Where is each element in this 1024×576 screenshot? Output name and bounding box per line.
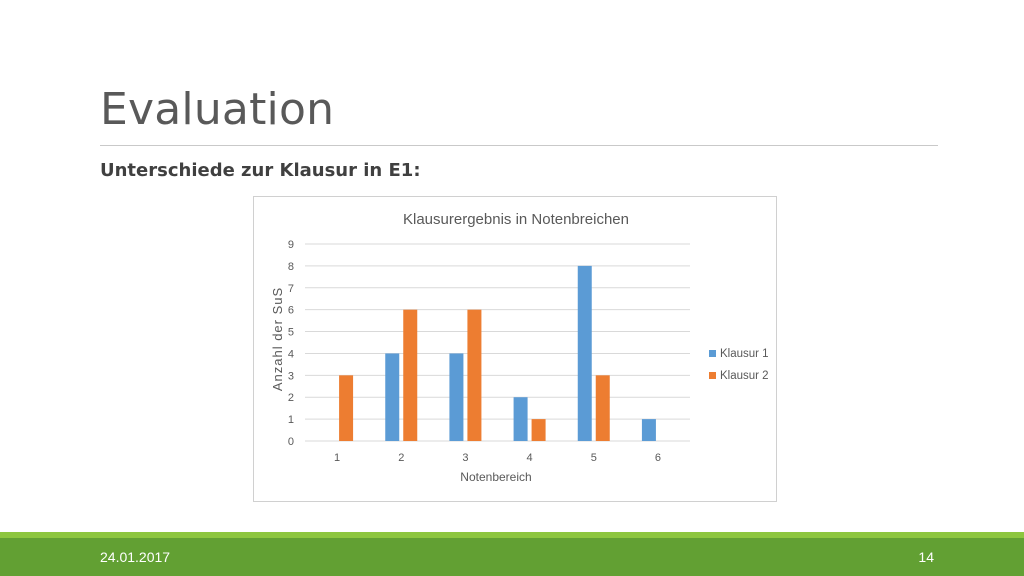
legend-swatch xyxy=(709,372,716,379)
bar-2-1 xyxy=(339,375,354,441)
bar-1-4 xyxy=(513,397,528,441)
x-axis-label: Notenbereich xyxy=(460,470,531,484)
bar-chart-svg: Klausurergebnis in Notenbreichen 0 1 2 3 4 5 6… xyxy=(270,211,769,484)
bar-1-5 xyxy=(577,265,592,441)
x-axis-ticks: 1 2 3 4 5 6 xyxy=(334,452,661,464)
title-divider xyxy=(100,145,938,146)
chart-title: Klausurergebnis in Notenbreichen xyxy=(403,211,629,228)
x-tick-label: 6 xyxy=(655,452,661,464)
y-axis-label: Anzahl der SuS xyxy=(270,287,285,391)
bar-1-3 xyxy=(449,353,464,441)
bars xyxy=(339,265,656,441)
bar-1-6 xyxy=(641,419,656,441)
y-tick-label: 3 xyxy=(288,370,294,382)
y-tick-label: 9 xyxy=(288,239,294,251)
footer-bar xyxy=(0,538,1024,576)
y-tick-label: 0 xyxy=(288,436,294,448)
bar-2-2 xyxy=(403,309,418,441)
gridlines xyxy=(305,243,690,442)
slide-title: Evaluation xyxy=(100,84,335,135)
legend-label: Klausur 2 xyxy=(720,370,769,382)
legend-label: Klausur 1 xyxy=(720,348,769,360)
bar-2-3 xyxy=(467,309,482,441)
bar-2-4 xyxy=(531,419,546,441)
bar-2-5 xyxy=(595,375,610,441)
footer-date: 24.01.2017 xyxy=(100,549,171,565)
y-axis-ticks: 0 1 2 3 4 5 6 7 8 9 xyxy=(288,239,294,448)
y-tick-label: 2 xyxy=(288,392,294,404)
page-number: 14 xyxy=(918,549,934,565)
x-tick-label: 2 xyxy=(398,452,404,464)
bar-chart: Klausurergebnis in Notenbreichen 0 1 2 3 4 5 6… xyxy=(253,196,777,502)
y-tick-label: 1 xyxy=(288,414,294,426)
x-tick-label: 3 xyxy=(462,452,468,464)
y-tick-label: 7 xyxy=(288,283,294,295)
x-tick-label: 4 xyxy=(527,452,533,464)
y-tick-label: 5 xyxy=(288,327,294,339)
y-tick-label: 8 xyxy=(288,261,294,273)
footer-accent-strip xyxy=(0,532,1024,538)
y-tick-label: 4 xyxy=(288,348,294,360)
x-tick-label: 5 xyxy=(591,452,597,464)
slide-subtitle: Unterschiede zur Klausur in E1: xyxy=(100,160,421,181)
legend-swatch xyxy=(709,350,716,357)
bar-1-2 xyxy=(385,353,400,441)
legend: Klausur 1 Klausur 2 xyxy=(709,348,769,382)
y-tick-label: 6 xyxy=(288,305,294,317)
x-tick-label: 1 xyxy=(334,452,340,464)
